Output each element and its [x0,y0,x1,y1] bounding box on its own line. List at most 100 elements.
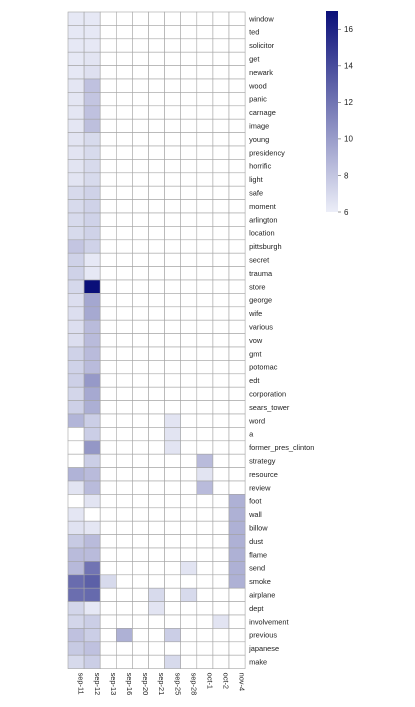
heatmap-cell [228,11,246,26]
heatmap-cell [164,547,182,562]
heatmap-cell [132,132,149,147]
heatmap-cell [180,453,198,468]
heatmap-cell [99,400,117,415]
heatmap-cell [180,11,198,26]
row-label: image [249,122,269,131]
heatmap-cell [212,601,230,616]
heatmap-cell [148,346,165,361]
heatmap-cell [83,252,101,267]
heatmap-cell [116,520,133,535]
heatmap-cell [116,628,133,643]
heatmap-cell [67,453,85,468]
heatmap-cell [180,333,198,348]
heatmap-cell [132,494,149,509]
heatmap-cell [67,159,85,174]
heatmap-cell [164,427,182,442]
heatmap-cell [164,480,182,495]
row-label: store [249,282,265,291]
heatmap-cell [148,561,165,576]
heatmap-cell [99,654,117,669]
heatmap-cell [180,172,198,187]
heatmap-cell [180,360,198,375]
heatmap-cell [212,38,230,53]
heatmap-cell [132,92,149,107]
heatmap-cell [164,534,182,549]
heatmap-cell [180,601,198,616]
heatmap-cell [228,65,246,80]
heatmap-cell [212,507,230,522]
heatmap-cell [228,293,246,308]
heatmap-cell [83,654,101,669]
heatmap-cell [180,480,198,495]
colorbar: 6 8 10 12 14 16 [326,11,353,217]
heatmap-cell [196,279,214,294]
heatmap-cell [212,159,230,174]
heatmap-cell [132,360,149,375]
heatmap-cell [67,440,85,455]
heatmap-cell [116,467,133,482]
heatmap-cell [148,413,165,428]
heatmap-cell [116,494,133,509]
heatmap-cell [132,199,149,214]
heatmap-cell [83,145,101,160]
heatmap-cell [196,11,214,26]
heatmap-cell [83,480,101,495]
heatmap-cell [99,25,117,40]
heatmap-cell [196,172,214,187]
heatmap-cell [67,587,85,602]
heatmap-cell [67,494,85,509]
heatmap-cell [164,413,182,428]
heatmap-cell [228,601,246,616]
heatmap-cell [228,105,246,120]
heatmap-cell [212,172,230,187]
row-label: light [249,175,263,184]
heatmap-cell [148,440,165,455]
heatmap-cell [164,628,182,643]
heatmap-cell [99,534,117,549]
heatmap-cell [99,118,117,133]
row-label: pittsburgh [249,242,281,251]
heatmap-cell [180,507,198,522]
heatmap-cell [148,105,165,120]
heatmap-cell [83,601,101,616]
heatmap-cell [228,38,246,53]
heatmap-cell [99,373,117,388]
heatmap-cell [99,145,117,160]
column-label: nov-4 [238,673,247,692]
heatmap-cell [212,561,230,576]
heatmap-cell [228,534,246,549]
row-label: strategy [249,457,276,466]
heatmap-cell [196,587,214,602]
heatmap-cell [148,453,165,468]
heatmap-cell [132,293,149,308]
heatmap-cell [99,520,117,535]
heatmap-cell [116,252,133,267]
heatmap-cell [212,105,230,120]
heatmap-cell [67,480,85,495]
heatmap-cell [83,400,101,415]
row-label: billow [249,524,268,533]
heatmap-cell [212,494,230,509]
heatmap-cell [83,494,101,509]
heatmap-cell [148,601,165,616]
heatmap-cell [83,507,101,522]
heatmap-cell [196,413,214,428]
heatmap-cell [67,520,85,535]
heatmap-cell [228,319,246,334]
heatmap-cell [148,199,165,214]
heatmap-cell [180,547,198,562]
heatmap-cell [196,78,214,93]
heatmap-cell [212,239,230,254]
heatmap-cell [67,346,85,361]
heatmap-cell [212,440,230,455]
heatmap-cell [196,333,214,348]
heatmap-cell [212,118,230,133]
heatmap-cell [67,333,85,348]
heatmap-cell [148,333,165,348]
heatmap-cell [196,467,214,482]
heatmap-cell [99,226,117,241]
heatmap-cell [212,654,230,669]
heatmap-cell [83,440,101,455]
heatmap-cell [196,628,214,643]
